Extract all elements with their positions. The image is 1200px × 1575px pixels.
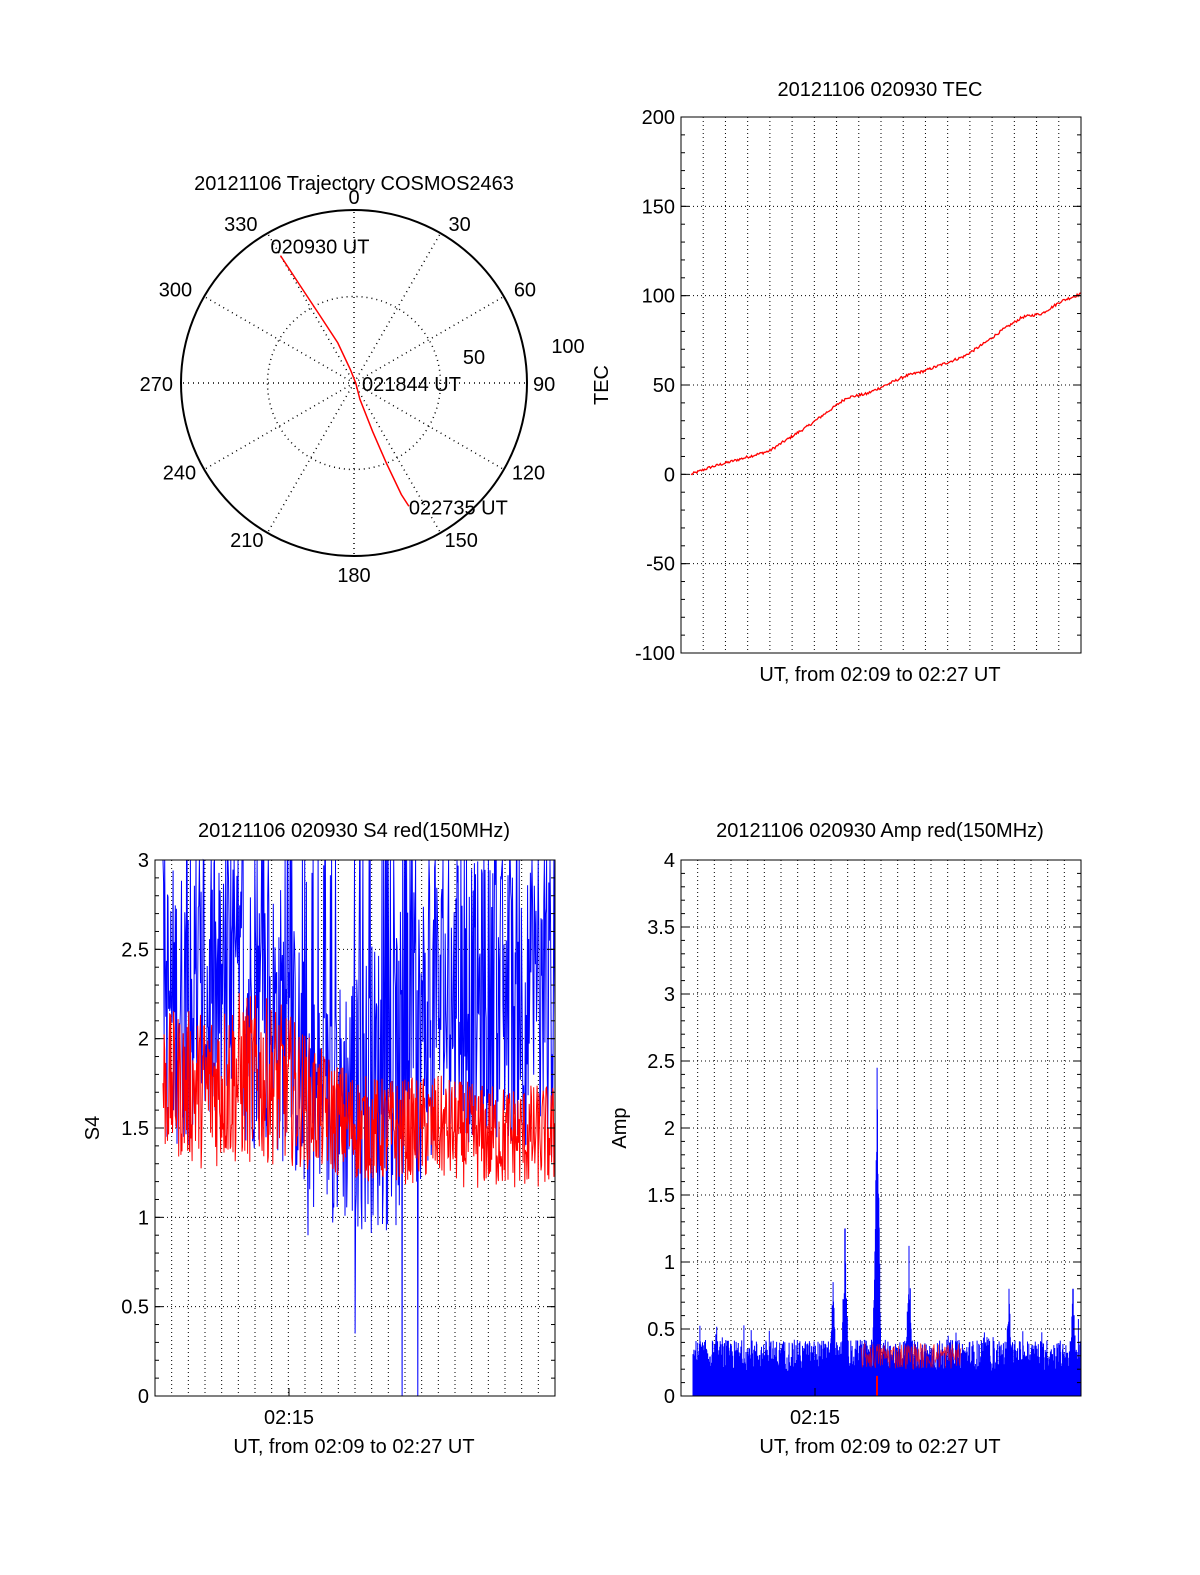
polar-spoke	[353, 295, 505, 384]
s4-title: 20121106 020930 S4 red(150MHz)	[198, 820, 510, 842]
s4-ytick-label: 1	[138, 1207, 149, 1229]
tec-ytick-label: -100	[635, 643, 675, 665]
s4-ytick-label: 0.5	[121, 1297, 149, 1319]
amp-xtick-label: 02:15	[790, 1407, 840, 1429]
amp-xlabel: UT, from 02:09 to 02:27 UT	[759, 1436, 1000, 1458]
trajectory-plot: 20121106 Trajectory COSMOS2463 0 30 60 90 12…	[140, 173, 585, 587]
amp-ytick-label: 2	[664, 1118, 675, 1140]
amp-ytick-label: 0.5	[647, 1319, 675, 1341]
polar-radial-label: 100	[551, 336, 584, 358]
s4-ytick-label: 2.5	[121, 939, 149, 961]
tec-plot: 20121106 020930 TEC UT, from 02:09 to 02…	[591, 79, 1082, 686]
tec-frame	[680, 116, 1082, 654]
s4-ytick-label: 1.5	[121, 1118, 149, 1140]
trajectory-track	[279, 255, 410, 507]
s4-xtick-label: 02:15	[264, 1407, 314, 1429]
polar-angle-label: 180	[337, 565, 370, 587]
polar-angle-label: 0	[348, 187, 359, 209]
amp-series-blue	[692, 1067, 1082, 1396]
amp-ylabel: Amp	[609, 1107, 631, 1148]
polar-inner-circle	[266, 295, 442, 471]
amp-series-red	[860, 1342, 962, 1370]
polar-angle-label: 90	[533, 374, 555, 396]
polar-spoke	[203, 295, 355, 384]
s4-series-blue	[162, 858, 556, 1397]
tec-ytick-label: 50	[653, 375, 675, 397]
polar-angle-label: 330	[224, 214, 257, 236]
amp-ytick-label: 3.5	[647, 917, 675, 939]
tec-series-line	[690, 292, 1081, 476]
s4-ylabel: S4	[82, 1116, 104, 1140]
tec-ytick-label: 150	[642, 196, 675, 218]
polar-angle-label: 150	[445, 530, 478, 552]
tec-title: 20121106 020930 TEC	[778, 79, 983, 101]
polar-angle-label: 300	[159, 280, 192, 302]
polar-angle-label: 120	[512, 463, 545, 485]
s4-xlabel: UT, from 02:09 to 02:27 UT	[233, 1436, 474, 1458]
polar-outer-circle	[180, 209, 528, 557]
s4-frame	[154, 859, 556, 1397]
polar-angle-label: 60	[514, 280, 536, 302]
polar-angle-label: 30	[449, 214, 471, 236]
polar-angle-label: 270	[140, 374, 173, 396]
amp-ytick-label: 0	[664, 1386, 675, 1408]
s4-series-red	[162, 993, 556, 1188]
polar-spoke	[203, 382, 355, 471]
tec-ytick-label: 0	[664, 464, 675, 486]
amp-ytick-label: 3	[664, 984, 675, 1006]
trajectory-title: 20121106 Trajectory COSMOS2463	[194, 173, 514, 195]
s4-plot: 20121106 020930 S4 red(150MHz) UT, from …	[82, 820, 556, 1458]
amp-ytick-label: 2.5	[647, 1051, 675, 1073]
tec-ytick-label: -50	[646, 554, 675, 576]
tec-ytick-label: 100	[642, 286, 675, 308]
amp-ytick-label: 4	[664, 850, 675, 872]
polar-radial-label: 50	[463, 347, 485, 369]
s4-ytick-label: 3	[138, 850, 149, 872]
amp-ytick-label: 1	[664, 1252, 675, 1274]
trajectory-end-label: 022735 UT	[409, 497, 508, 519]
tec-xlabel: UT, from 02:09 to 02:27 UT	[759, 664, 1000, 686]
s4-ytick-label: 0	[138, 1386, 149, 1408]
amp-frame	[680, 859, 1082, 1397]
trajectory-start-label: 020930 UT	[270, 237, 369, 259]
polar-angle-label: 210	[230, 530, 263, 552]
trajectory-mid-label: 021844 UT	[362, 374, 461, 396]
s4-ytick-label: 2	[138, 1029, 149, 1051]
amp-plot: 20121106 020930 Amp red(150MHz) UT, from…	[609, 820, 1082, 1458]
amp-title: 20121106 020930 Amp red(150MHz)	[716, 820, 1044, 842]
tec-ylabel: TEC	[591, 365, 613, 405]
tec-ytick-label: 200	[642, 107, 675, 129]
amp-ytick-label: 1.5	[647, 1185, 675, 1207]
polar-angle-label: 240	[163, 463, 196, 485]
